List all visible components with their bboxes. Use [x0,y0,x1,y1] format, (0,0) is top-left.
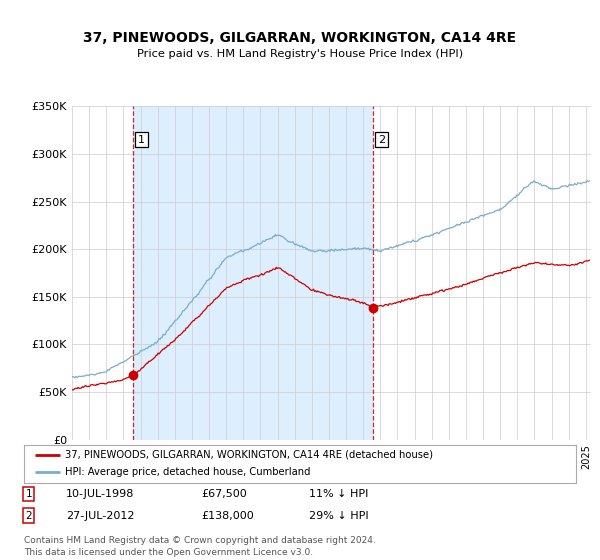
Text: 1: 1 [25,489,32,499]
Text: 37, PINEWOODS, GILGARRAN, WORKINGTON, CA14 4RE (detached house): 37, PINEWOODS, GILGARRAN, WORKINGTON, CA… [65,450,433,460]
Text: 2: 2 [378,135,385,144]
Text: 11% ↓ HPI: 11% ↓ HPI [309,489,368,499]
Text: 29% ↓ HPI: 29% ↓ HPI [309,511,368,521]
Bar [133,106,373,440]
Text: £138,000: £138,000 [201,511,254,521]
Text: 10-JUL-1998: 10-JUL-1998 [66,489,134,499]
Text: 2: 2 [25,511,32,521]
Text: HPI: Average price, detached house, Cumberland: HPI: Average price, detached house, Cumb… [65,468,311,478]
Text: 37, PINEWOODS, GILGARRAN, WORKINGTON, CA14 4RE: 37, PINEWOODS, GILGARRAN, WORKINGTON, CA… [83,31,517,45]
Text: Price paid vs. HM Land Registry's House Price Index (HPI): Price paid vs. HM Land Registry's House … [137,49,463,59]
Text: Contains HM Land Registry data © Crown copyright and database right 2024.: Contains HM Land Registry data © Crown c… [24,536,376,545]
Text: 1: 1 [138,135,145,144]
Text: 27-JUL-2012: 27-JUL-2012 [66,511,134,521]
Text: This data is licensed under the Open Government Licence v3.0.: This data is licensed under the Open Gov… [24,548,313,557]
Text: £67,500: £67,500 [201,489,247,499]
